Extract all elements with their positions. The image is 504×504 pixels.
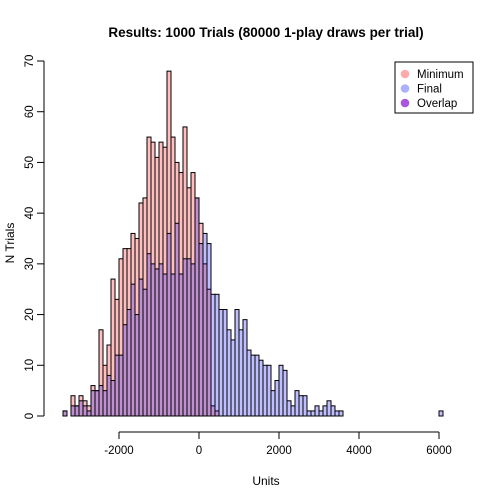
final-bar — [274, 380, 280, 417]
y-tick-label: 0 — [24, 413, 36, 419]
y-tick-label: 60 — [24, 105, 36, 118]
final-bar — [90, 390, 96, 417]
y-tick-label: 40 — [24, 207, 36, 220]
final-bar — [226, 329, 232, 417]
final-bar — [242, 319, 248, 417]
final-bar — [86, 410, 92, 417]
final-bar — [250, 354, 256, 417]
final-bar — [102, 390, 108, 417]
final-bar — [254, 354, 260, 417]
final-bar — [278, 364, 284, 417]
final-bar — [230, 339, 236, 417]
final-bar — [62, 410, 68, 417]
final-bar — [306, 410, 312, 417]
final-bar — [286, 400, 292, 417]
y-tick-label: 70 — [24, 55, 36, 68]
final-bar — [70, 405, 76, 417]
x-tick-label: 2000 — [266, 445, 292, 457]
final-bar — [154, 268, 160, 417]
x-tick-label: -2000 — [104, 445, 133, 457]
y-tick-label: 10 — [24, 359, 36, 372]
final-bar — [314, 405, 320, 417]
legend-label: Minimum — [417, 69, 464, 81]
final-bar — [266, 364, 272, 417]
x-tick-label: 0 — [196, 445, 202, 457]
final-bar — [74, 405, 80, 417]
final-bar — [262, 364, 268, 417]
final-bar — [82, 405, 88, 417]
final-bar — [98, 385, 104, 417]
final-bar — [158, 263, 164, 417]
final-bar — [178, 273, 184, 417]
final-bar — [122, 324, 128, 417]
chart-title: Results: 1000 Trials (80000 1-play draws… — [108, 25, 423, 40]
final-bar — [146, 253, 152, 417]
final-bar — [322, 405, 328, 417]
final-bar — [110, 380, 116, 417]
final-bar — [282, 369, 288, 417]
final-bar — [246, 349, 252, 417]
final-bar — [198, 243, 204, 417]
x-tick-label: 4000 — [346, 445, 372, 457]
y-axis: 0 10 20 30 40 50 60 70 — [24, 55, 45, 419]
x-axis-label: Units — [252, 474, 279, 488]
legend-label: Final — [417, 84, 442, 96]
legend-label: Overlap — [417, 98, 457, 110]
final-bar — [222, 309, 228, 417]
final-bar — [294, 390, 300, 417]
x-tick-label: 6000 — [426, 445, 452, 457]
final-bars — [62, 197, 444, 417]
final-bar — [234, 309, 240, 417]
x-axis: -2000 0 2000 4000 6000 — [104, 431, 452, 457]
final-bar — [186, 258, 192, 417]
final-bar — [298, 395, 304, 417]
legend-marker — [400, 98, 410, 108]
y-tick-label: 20 — [24, 308, 36, 321]
final-bar — [190, 263, 196, 417]
legend-marker — [400, 84, 410, 93]
legend: Minimum Final Overlap — [394, 61, 474, 114]
final-bar — [210, 293, 216, 417]
final-bar — [330, 405, 336, 417]
final-bar — [206, 243, 212, 417]
final-bar — [438, 410, 444, 417]
final-bar — [78, 400, 84, 417]
final-bar — [174, 222, 180, 417]
final-bar — [150, 263, 156, 417]
legend-marker — [400, 69, 410, 79]
final-bar — [290, 405, 296, 417]
final-bar — [214, 293, 220, 417]
final-bar — [326, 400, 332, 417]
final-bar — [106, 374, 112, 417]
final-bar — [194, 197, 200, 417]
final-bar — [130, 283, 136, 417]
final-bar — [166, 232, 172, 417]
final-bar — [94, 390, 100, 417]
y-axis-label: N Trials — [3, 223, 17, 264]
final-bar — [134, 314, 140, 417]
final-bar — [258, 359, 264, 417]
final-bar — [238, 329, 244, 417]
y-tick-label: 30 — [24, 257, 36, 270]
y-tick-label: 50 — [24, 156, 36, 169]
final-bar — [182, 258, 188, 417]
final-bar — [318, 410, 324, 417]
final-bar — [162, 273, 168, 417]
final-bar — [114, 354, 120, 417]
final-bar — [270, 390, 276, 417]
final-bar — [334, 410, 340, 417]
final-bar — [218, 309, 224, 417]
final-bar — [142, 288, 148, 417]
final-bar — [338, 410, 344, 417]
final-bar — [138, 278, 144, 417]
final-bar — [118, 354, 124, 417]
final-bar — [126, 309, 132, 417]
final-bar — [310, 410, 316, 417]
final-bar — [202, 232, 208, 417]
final-bar — [302, 395, 308, 417]
final-bar — [170, 273, 176, 417]
